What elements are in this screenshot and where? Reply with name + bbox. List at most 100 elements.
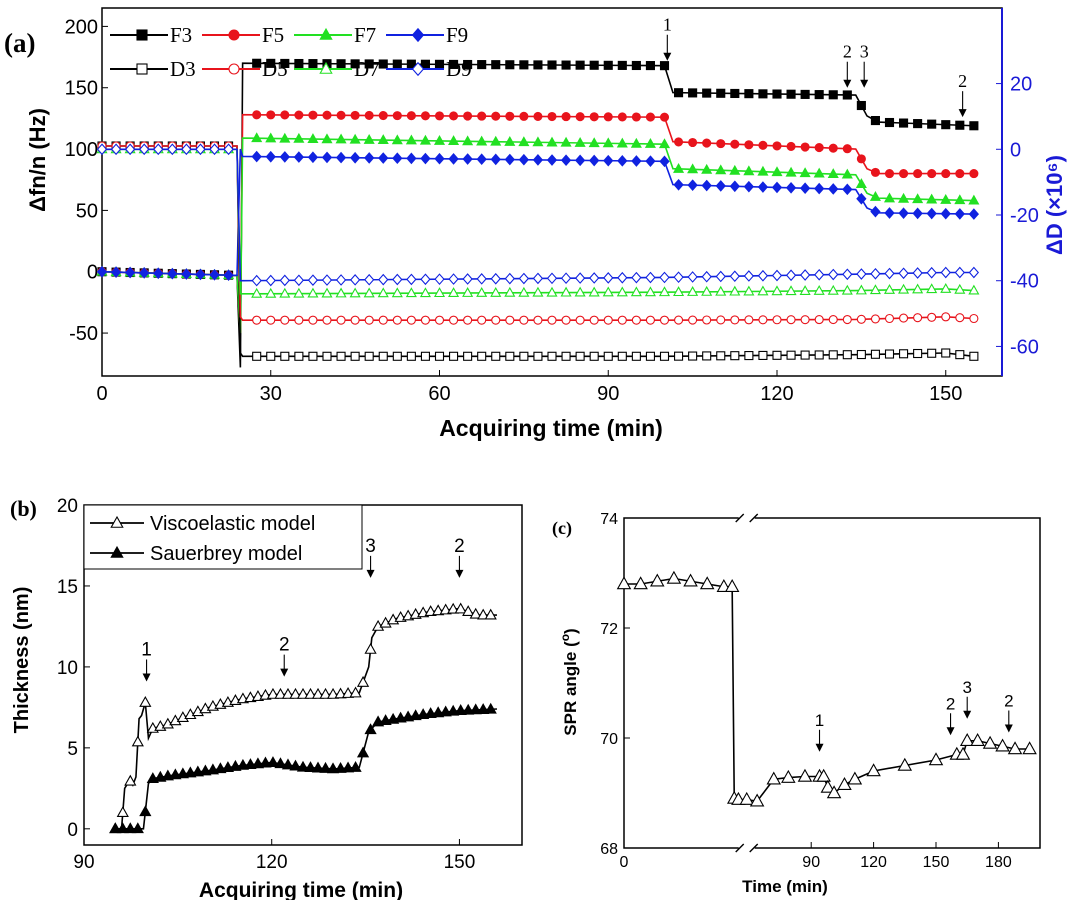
panel-a-f3-marker [786, 89, 796, 99]
panel-a-d9-marker [814, 268, 825, 281]
panel-a-f7-marker [954, 194, 966, 205]
panel-a-d5-marker [589, 315, 599, 325]
panel-a-d7-marker [757, 285, 769, 296]
panel-a-d9-marker [462, 273, 473, 285]
panel-a-f9-marker [293, 151, 305, 163]
panel-a-d3-marker [941, 348, 951, 358]
panel-a-f9-marker [420, 152, 431, 165]
panel-a-d3-marker [744, 351, 754, 361]
panel-a-y2tick-label: 0 [1010, 139, 1021, 161]
panel-a-f5-marker [378, 110, 388, 121]
panel-a-f9-marker [771, 181, 783, 194]
panel-a-d7-marker [658, 286, 671, 297]
panel-a-d7-marker [476, 287, 488, 297]
panel-a-d5-marker [294, 315, 304, 325]
panel-a-f3-marker [266, 58, 276, 68]
panel-a-f5-marker [505, 111, 515, 121]
panel-a-d3-marker [758, 350, 768, 360]
panel-a-f9-marker [560, 154, 572, 167]
panel-a-d9-marker [729, 270, 740, 283]
panel-b-sauerbrey-marker [124, 822, 137, 834]
panel-b-ylabel: Thickness (nm) [11, 587, 33, 734]
panel-b-sauerbrey-marker [349, 761, 362, 772]
panel-a-f9-line [101, 148, 974, 277]
panel-b-viscoelastic-marker [304, 687, 317, 699]
panel-a-f3-marker [463, 59, 473, 70]
panel-a-f7-marker [827, 168, 839, 179]
panel-a-d7-marker [729, 285, 741, 296]
panel-c-annotation-label: 2 [1004, 692, 1013, 711]
legend-d9-label: D9 [446, 57, 472, 81]
panel-a-d9-marker [912, 267, 923, 279]
panel-b-legend-label: Sauerbrey model [150, 543, 302, 565]
panel-a-d7-marker [785, 285, 797, 296]
panel-a-f5-marker [617, 112, 627, 122]
panel-c-label: (c) [552, 518, 572, 539]
panel-a: 0 30 60 90 120 150 -50 0 50 100 150 200 -60 -40 -20 0 20… [65, 7, 1039, 405]
panel-a-d3-marker [969, 351, 979, 361]
panel-a-f7-marker [363, 133, 375, 144]
panel-a-f9-marker [589, 154, 600, 167]
panel-c-xtick-label: 90 [802, 854, 820, 871]
panel-c-spr-marker [982, 735, 998, 749]
panel-c-spr-marker [797, 768, 813, 782]
panel-a-f9-marker [799, 182, 811, 195]
panel-b-viscoelastic-marker [266, 687, 280, 699]
panel-b-ytick-label: 15 [57, 577, 78, 598]
legend-f7-marker [319, 27, 333, 40]
panel-a-f5-marker [870, 167, 880, 177]
panel-c-spr-marker [781, 769, 796, 783]
panel-a-f9-marker [631, 155, 642, 167]
panel-a-d5-marker [266, 315, 276, 325]
panel-a-d5-marker [434, 315, 445, 325]
panel-a-f5-marker [941, 169, 951, 179]
panel-a-d5-marker [280, 315, 290, 325]
panel-a-f5-marker [336, 110, 346, 120]
panel-a-f3-marker [477, 60, 487, 70]
panel-a-f5-marker [420, 111, 430, 121]
panel-a-d9-marker [420, 273, 431, 286]
panel-a-f3-marker [758, 89, 768, 99]
panel-a-d3-marker [519, 351, 529, 361]
panel-a-d9-marker [321, 274, 333, 286]
panel-a-f9-marker [209, 268, 220, 281]
panel-a-d5-marker [884, 313, 895, 324]
panel-a-d9-marker [96, 143, 108, 156]
panel-a-d9-marker [743, 270, 755, 282]
panel-a-d5-marker [364, 315, 374, 325]
panel-a-f5-marker [449, 111, 459, 121]
panel-c-spr-marker [820, 779, 836, 793]
panel-b-annotation-arrow-head [455, 569, 464, 578]
panel-a-d5-marker [463, 315, 473, 325]
panel-a-d5-marker [899, 313, 909, 323]
panel-a-d9-marker [884, 267, 895, 280]
panel-a-d5-marker [674, 315, 684, 325]
panel-a-d5-marker [603, 315, 613, 325]
panel-a-d9-marker [434, 273, 445, 286]
panel-a-d3-marker [617, 351, 627, 361]
panel-a-f7-marker [757, 165, 769, 176]
panel-a-f7-marker [940, 193, 952, 204]
panel-c-frame [623, 517, 1041, 849]
panel-a-xtick-label: 0 [96, 383, 107, 405]
panel-a-d9-marker [167, 143, 178, 156]
panel-a-d5-marker [617, 315, 627, 325]
panel-b-annotation-label: 1 [141, 639, 152, 660]
legend-d7-marker [319, 61, 333, 74]
panel-a-f3-marker [659, 61, 670, 71]
panel-a-d7-marker [419, 287, 431, 298]
panel-a-d3-marker [364, 351, 374, 361]
panel-a-d7-marker [265, 287, 277, 298]
panel-b-sauerbrey-marker [484, 702, 497, 714]
panel-a-f7-marker [616, 137, 628, 148]
panel-a-d7-marker [504, 286, 516, 297]
panel-a-d9-marker [926, 266, 937, 279]
panel-a-d9-marker [518, 272, 530, 285]
panel-a-f7-marker [701, 163, 713, 174]
panel-a-f5-marker [800, 142, 810, 152]
panel-a-d7-marker [518, 286, 530, 297]
panel-a-d9-marker [195, 143, 206, 156]
panel-c-spr-marker [826, 785, 842, 799]
panel-a-f7-marker [673, 162, 685, 173]
panel-a-f7-marker [265, 132, 277, 143]
